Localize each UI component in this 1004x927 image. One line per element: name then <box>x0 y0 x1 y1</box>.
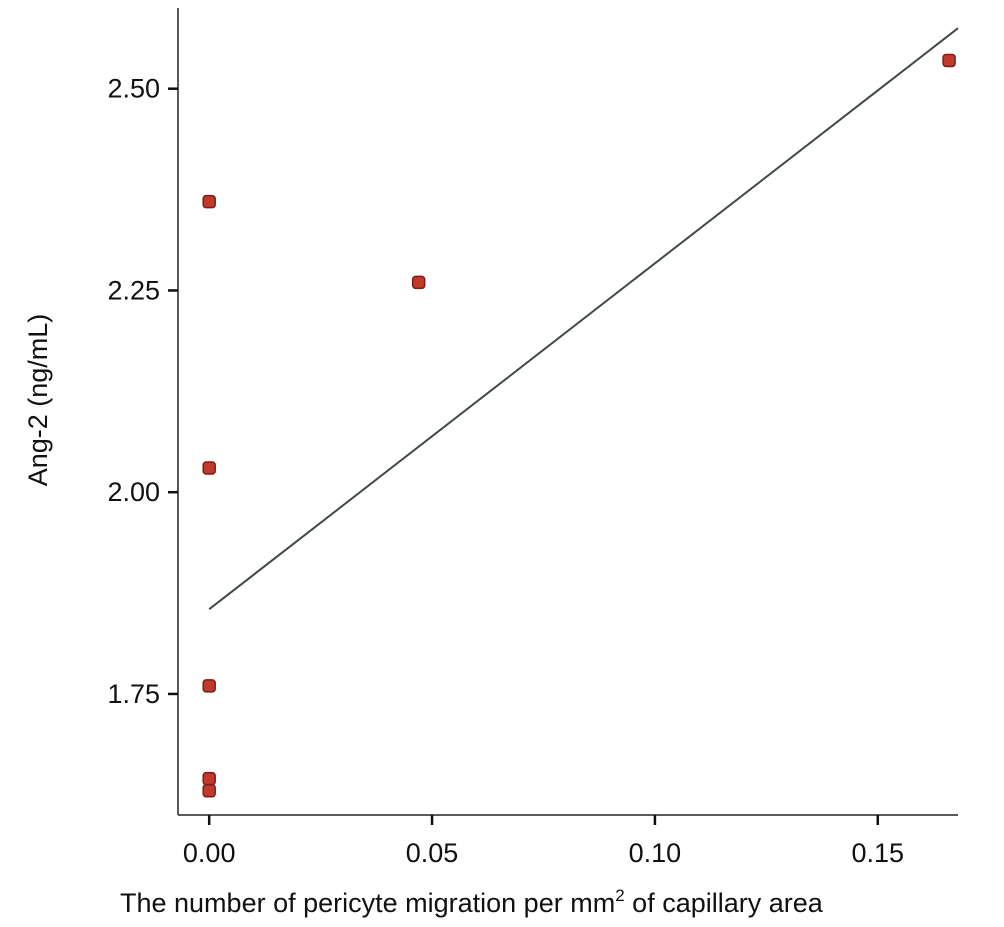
x-axis-title-suffix: of capillary area <box>625 888 824 918</box>
data-points <box>202 53 956 798</box>
data-point <box>202 771 216 786</box>
y-ticks: 1.75 2.00 2.25 2.50 <box>107 74 178 709</box>
y-tick-label: 2.00 <box>107 477 160 507</box>
x-tick-label: 0.05 <box>406 838 459 868</box>
y-tick-label: 1.75 <box>107 679 160 709</box>
data-point <box>202 461 216 475</box>
data-point <box>202 679 216 693</box>
x-axis-title-main: The number of pericyte migration per mm <box>120 888 615 918</box>
data-point <box>202 194 216 209</box>
y-tick-label: 2.25 <box>107 275 160 305</box>
y-tick-label: 2.50 <box>107 74 160 104</box>
data-point <box>942 53 956 68</box>
data-point <box>411 275 426 290</box>
data-point <box>202 784 216 798</box>
regression-line <box>208 27 959 611</box>
x-ticks: 0.00 0.05 0.10 0.15 <box>183 815 904 868</box>
x-tick-label: 0.10 <box>629 838 682 868</box>
x-axis-title-superscript: 2 <box>615 886 624 905</box>
y-axis-title: Ang-2 (ng/mL) <box>23 314 53 487</box>
x-tick-label: 0.00 <box>183 838 236 868</box>
axes <box>177 8 958 816</box>
x-tick-label: 0.15 <box>851 838 904 868</box>
x-axis-title: The number of pericyte migration per mm2… <box>120 886 824 918</box>
